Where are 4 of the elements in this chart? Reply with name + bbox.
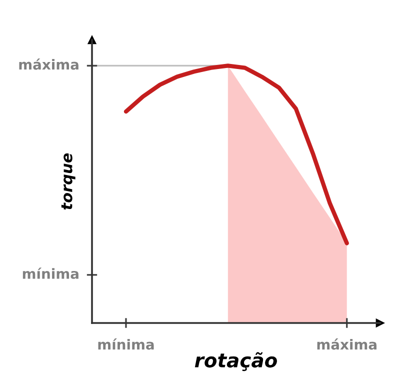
text: mínima [22, 268, 78, 279]
text: máxima [19, 58, 78, 70]
x-axis-title: rotação [194, 352, 277, 372]
y-axis-title: torque [61, 153, 76, 210]
